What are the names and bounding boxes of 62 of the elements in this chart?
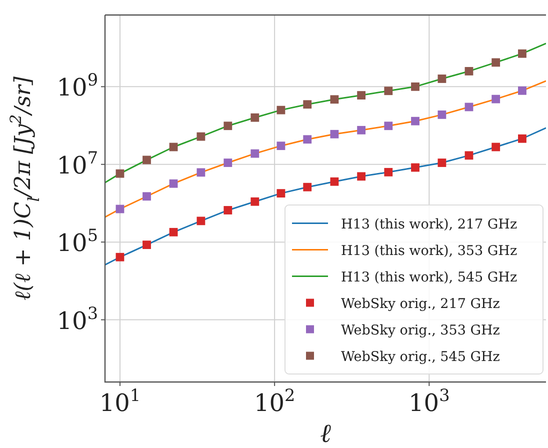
y-tick-label: 10$^{3}$ xyxy=(56,302,98,335)
y-tick-label: 10$^{9}$ xyxy=(56,70,98,102)
point xyxy=(303,182,312,192)
point xyxy=(330,177,339,186)
point xyxy=(116,169,124,178)
point xyxy=(250,113,260,122)
y-tick-label: 10$^{7}$ xyxy=(56,147,98,180)
point xyxy=(438,158,446,167)
point xyxy=(384,168,393,176)
point xyxy=(492,58,500,67)
point xyxy=(142,240,151,250)
legend-label: WebSky orig., 217 GHz xyxy=(341,296,500,312)
point xyxy=(464,102,474,112)
point xyxy=(518,49,526,58)
point xyxy=(518,86,526,95)
point xyxy=(357,126,366,134)
point xyxy=(116,204,124,214)
point xyxy=(411,82,420,91)
legend-label: H13 (this work), 353 GHz xyxy=(341,242,518,259)
point xyxy=(196,168,206,177)
point xyxy=(169,228,178,236)
point xyxy=(250,197,260,206)
x-tick-label: 10$^{3}$ xyxy=(408,385,450,417)
y-tick-label: 10$^{5}$ xyxy=(56,225,98,258)
point xyxy=(276,106,286,114)
legend-label: H13 (this work), 545 GHz xyxy=(341,269,518,286)
legend-label: WebSky orig., 545 GHz xyxy=(341,348,500,365)
point xyxy=(384,86,393,96)
point xyxy=(411,116,420,126)
point xyxy=(492,142,500,152)
point xyxy=(224,158,232,167)
legend-label: H13 (this work), 217 GHz xyxy=(341,216,518,232)
point xyxy=(196,216,206,226)
x-tick-label: 10$^{2}$ xyxy=(254,385,296,417)
point xyxy=(224,206,232,214)
point xyxy=(518,134,526,143)
point xyxy=(142,192,151,201)
point xyxy=(169,142,178,152)
point xyxy=(303,135,312,144)
point xyxy=(357,91,366,100)
x-axis-title: ℓ xyxy=(320,419,332,448)
point xyxy=(224,122,232,130)
point xyxy=(438,74,446,83)
point xyxy=(492,94,500,104)
point xyxy=(196,132,206,141)
legend-label: WebSky orig., 353 GHz xyxy=(341,322,500,338)
point xyxy=(330,95,339,104)
point xyxy=(142,156,151,164)
point xyxy=(464,67,474,76)
point xyxy=(330,130,339,138)
point xyxy=(357,172,366,181)
point xyxy=(438,110,446,119)
point xyxy=(411,163,420,172)
point xyxy=(276,142,286,150)
point xyxy=(250,149,260,158)
point xyxy=(464,151,474,160)
point xyxy=(384,122,393,130)
point xyxy=(169,179,178,188)
point xyxy=(303,100,312,109)
point xyxy=(276,189,286,198)
x-tick-label: 10$^{1}$ xyxy=(99,385,141,417)
point xyxy=(116,252,124,262)
